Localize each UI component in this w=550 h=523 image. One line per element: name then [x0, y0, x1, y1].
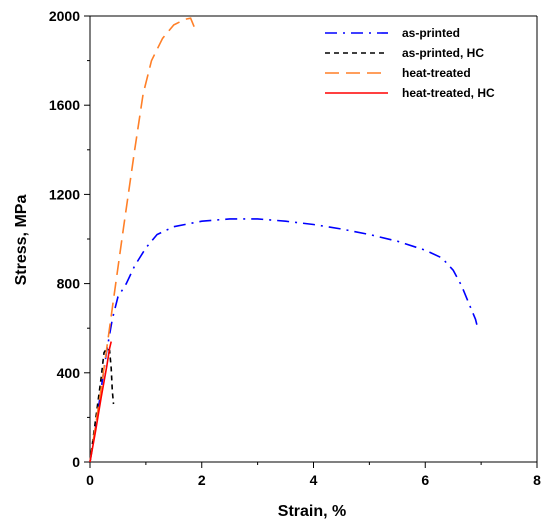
series-line-2 [89, 347, 115, 463]
x-tick-label: 8 [533, 472, 541, 488]
y-tick-label: 0 [72, 454, 80, 470]
y-tick-label: 2000 [49, 8, 80, 24]
x-tick-label: 4 [310, 472, 318, 488]
x-tick-label: 2 [198, 472, 206, 488]
x-axis-title: Strain, % [278, 503, 346, 520]
legend: as-printed as-printed, HC heat-treated heat… [325, 26, 495, 100]
y-tick-label: 800 [57, 276, 81, 292]
series-layer [89, 17, 480, 463]
legend-label-3: heat-treated [402, 66, 471, 80]
y-tick-label: 1600 [49, 97, 80, 113]
x-tick-label: 0 [86, 472, 94, 488]
legend-label-1: as-printed [402, 26, 460, 40]
series-line-1 [89, 218, 480, 463]
y-tick-label: 1200 [49, 186, 80, 202]
y-tick-label: 400 [57, 365, 81, 381]
axes: 0 2 4 6 8 0 400 800 1200 1600 2000 [49, 8, 541, 488]
series-line-4 [89, 341, 112, 463]
legend-label-4: heat-treated, HC [402, 86, 495, 100]
x-tick-label: 6 [421, 472, 429, 488]
legend-label-2: as-printed, HC [402, 46, 484, 60]
y-axis-title: Stress, MPa [13, 195, 30, 286]
series-line-3 [89, 17, 197, 463]
